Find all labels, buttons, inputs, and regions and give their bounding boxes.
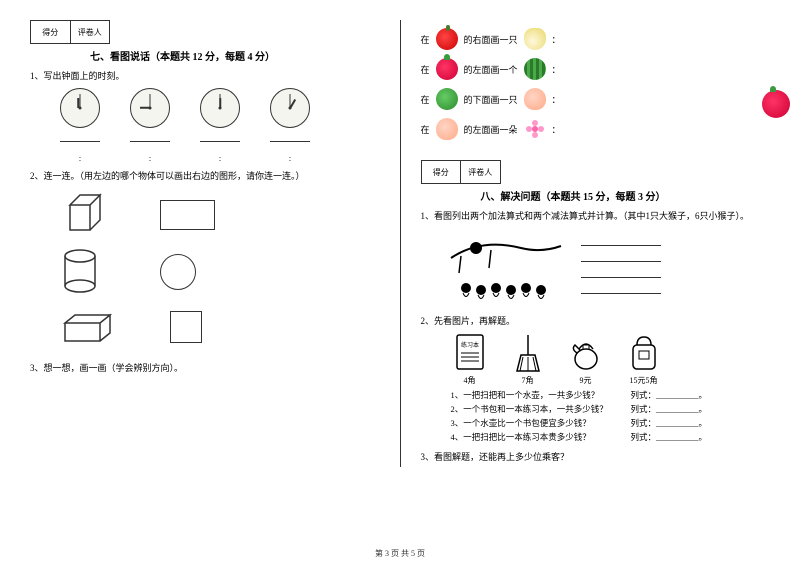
clock-blanks-1 [60, 134, 380, 142]
shop-items: 练习本 4角 7角 9元 15元5角 [451, 331, 771, 386]
clock-blanks-2: : : : : [60, 148, 380, 163]
monkey-figure [441, 228, 771, 308]
q7-3: 3、想一想，画一画（学会辨别方向）。 [30, 361, 380, 374]
cuboid-icon [60, 311, 110, 343]
flower-icon [524, 118, 546, 140]
peach-icon [524, 88, 546, 110]
peach-icon-2 [436, 118, 458, 140]
fruit-row-4: 在 的左面画一朵 ： [421, 118, 771, 140]
page-footer: 第 3 页 共 5 页 [0, 548, 800, 559]
grader-label-8: 评卷人 [461, 161, 500, 183]
section-7-title: 七、看图说话（本题共 12 分，每题 4 分） [30, 48, 380, 63]
clock-1 [60, 88, 100, 128]
shop-questions: 1、一把扫把和一个水壶，一共多少钱？列式：__________。 2、一个书包和… [451, 388, 771, 444]
q8-1: 1、看图列出两个加法算式和两个减法算式并计算。（其中1只大猴子，6只小猴子）。 [421, 209, 771, 222]
section-8-title: 八、解决问题（本题共 15 分，每题 3 分） [421, 188, 771, 203]
score-label-8: 得分 [422, 161, 462, 183]
score-box-8: 得分 评卷人 [421, 160, 501, 184]
clock-3 [200, 88, 240, 128]
radish-icon [436, 58, 458, 80]
rectangle-icon [160, 200, 215, 230]
q7-2: 2、连一连。（用左边的哪个物体可以画出右边的图形，请你连一连。） [30, 169, 380, 182]
circle-icon [160, 254, 196, 290]
equation-blanks [581, 228, 661, 308]
fruit-row-3: 在 的下面画一只 ： [421, 88, 771, 110]
clocks-row [60, 88, 380, 128]
fruit-row-2: 在 的左面画一个 ： [421, 58, 771, 80]
floating-radish-icon [762, 90, 790, 118]
score-box-7: 得分 评卷人 [30, 20, 110, 44]
square-icon [170, 311, 202, 343]
q7-1: 1、写出钟面上的时刻。 [30, 69, 380, 82]
clock-4 [270, 88, 310, 128]
pear-icon [524, 28, 546, 50]
q8-2: 2、先看图片，再解题。 [421, 314, 771, 327]
q8-3: 3、看图解题，还能再上多少位乘客？ [421, 450, 771, 463]
clock-2 [130, 88, 170, 128]
grader-label: 评卷人 [71, 21, 110, 43]
shop-broom: 7角 [509, 331, 547, 386]
shop-notebook: 练习本 4角 [451, 331, 489, 386]
shapes-matching [60, 190, 380, 343]
fruit-row-1: 在 的右面画一只 ： [421, 28, 771, 50]
right-column: 在 的右面画一只 ： 在 的左面画一个 ： 在 的下面画一只 ： [400, 20, 771, 467]
shop-bag: 15元5角 [625, 331, 663, 386]
watermelon-icon [524, 58, 546, 80]
cylinder-icon [60, 248, 100, 293]
monkey-image [441, 228, 571, 308]
left-column: 得分 评卷人 七、看图说话（本题共 12 分，每题 4 分） 1、写出钟面上的时… [30, 20, 380, 467]
score-label: 得分 [31, 21, 71, 43]
green-ball-icon [436, 88, 458, 110]
cube-icon [60, 190, 100, 230]
fruit-directions: 在 的右面画一只 ： 在 的左面画一个 ： 在 的下面画一只 ： [421, 28, 771, 140]
apple-icon [436, 28, 458, 50]
svg-text:练习本: 练习本 [460, 341, 478, 349]
shop-kettle: 9元 [567, 331, 605, 386]
